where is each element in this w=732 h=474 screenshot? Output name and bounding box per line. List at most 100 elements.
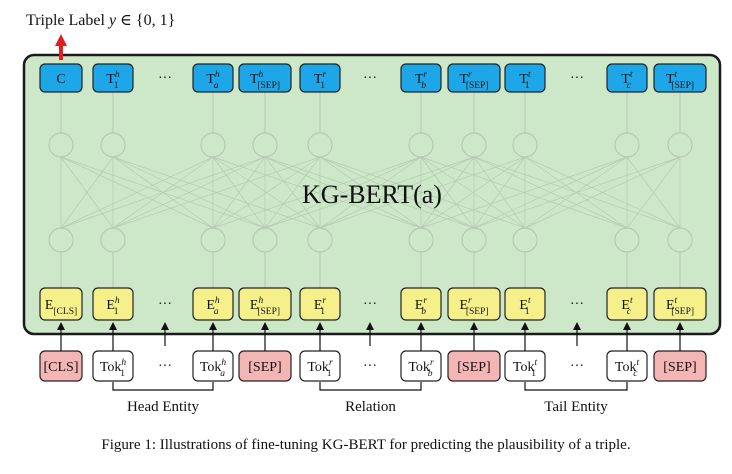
output-token-box <box>447 63 501 93</box>
token-text: Eh 1 <box>106 296 120 317</box>
token-text: E[CLS] <box>45 298 77 317</box>
hidden-node-upper <box>307 132 333 158</box>
input-token: Tokh 1 <box>92 350 134 382</box>
embedding-token: Er [SEP] <box>447 287 501 321</box>
output-token: Tr b <box>400 63 442 93</box>
model-panel <box>22 53 722 336</box>
attention-edge <box>212 156 321 229</box>
output-token-box <box>504 63 546 93</box>
group-bracket <box>319 382 422 391</box>
token-text: Tokh 1 <box>100 358 127 379</box>
attention-edge <box>524 156 681 229</box>
token-text: Tokr 1 <box>307 358 333 379</box>
hidden-node-lower <box>252 227 278 253</box>
token-text: Et c <box>621 296 633 317</box>
attention-edge <box>264 156 321 229</box>
token-text: Tokt c <box>615 358 640 379</box>
input-token: [CLS] <box>39 350 83 382</box>
token-text: Th [SEP] <box>250 70 280 91</box>
hidden-node-lower <box>200 227 226 253</box>
attention-edge <box>420 156 526 229</box>
hidden-node-lower <box>614 227 640 253</box>
hidden-node-upper <box>100 132 126 158</box>
triple-label-set: ∈ {0, 1} <box>116 12 176 29</box>
token-text: Tt 1 <box>519 70 531 91</box>
model-label: KG-BERT(a) <box>302 180 442 209</box>
output-token: Th 1 <box>92 63 134 93</box>
input-ellipsis: ··· <box>158 359 172 374</box>
output-token-box <box>238 63 292 93</box>
output-token: Tr [SEP] <box>447 63 501 93</box>
output-token: C <box>39 63 83 93</box>
group-brackets: Head Entity Relation Tail Entity <box>112 382 628 415</box>
token-text: [SEP] <box>663 360 696 375</box>
token-text: Tokh a <box>200 358 227 379</box>
embedding-token: Er b <box>400 287 442 321</box>
hidden-node-upper <box>408 132 434 158</box>
token-text: [SEP] <box>248 360 281 375</box>
embedding-token: Eh a <box>192 287 234 321</box>
group-bracket <box>524 382 628 391</box>
input-token: [SEP] <box>653 350 707 382</box>
input-token: [SEP] <box>238 350 292 382</box>
hidden-node-upper <box>667 132 693 158</box>
embedding-token-box <box>238 287 292 321</box>
attention-edge <box>473 156 526 229</box>
output-token-box <box>192 63 234 93</box>
token-text: [SEP] <box>457 360 490 375</box>
attention-edge <box>264 156 475 229</box>
token-text: Tr [SEP] <box>459 70 488 91</box>
token-text: Et 1 <box>519 296 531 317</box>
token-text: Eh [SEP] <box>250 296 280 317</box>
hidden-node-lower <box>461 227 487 253</box>
group-label: Relation <box>345 399 396 415</box>
hidden-node-upper <box>512 132 538 158</box>
output-token: Tt c <box>606 63 648 93</box>
embedding-token-box <box>92 287 134 321</box>
output-token: Tt 1 <box>504 63 546 93</box>
input-token-row: [CLS] Tokh 1 ··· Tokh a [SEP] Tokr 1 ··· Tokr b [SEP… <box>39 350 707 382</box>
token-text: Tokt 1 <box>513 358 538 379</box>
attention-edge <box>319 156 475 229</box>
input-token: Tokt 1 <box>504 350 546 382</box>
token-text: Tt c <box>621 70 633 91</box>
embedding-token: E[CLS] <box>39 287 83 321</box>
output-ellipsis: ··· <box>158 71 172 86</box>
triple-label-variable: y <box>108 12 117 29</box>
token-text: Th a <box>206 70 220 91</box>
token-text: [CLS] <box>44 360 79 375</box>
triple-label-prefix: Triple Label <box>26 12 109 29</box>
embedding-ellipsis: ··· <box>158 297 172 312</box>
input-token: Tokh a <box>192 350 234 382</box>
hidden-node-lower <box>307 227 333 253</box>
triple-label: Triple Label y ∈ {0, 1} <box>26 10 175 30</box>
output-ellipsis: ··· <box>570 71 584 86</box>
hidden-node-upper <box>48 132 74 158</box>
attention-edges <box>60 92 681 288</box>
output-token-box <box>299 63 341 93</box>
input-token: Tokr 1 <box>299 350 341 382</box>
hidden-node-upper <box>200 132 226 158</box>
attention-edge <box>60 156 114 229</box>
hidden-node-upper <box>252 132 278 158</box>
hidden-node-upper <box>614 132 640 158</box>
attention-edge <box>473 156 628 229</box>
hidden-node-lower <box>100 227 126 253</box>
embedding-token: Eh 1 <box>92 287 134 321</box>
attention-edge <box>212 156 422 229</box>
attention-edge <box>60 156 266 229</box>
output-token: Th a <box>192 63 234 93</box>
hidden-node-upper <box>461 132 487 158</box>
embedding-token: Er 1 <box>299 287 341 321</box>
output-token: Tr 1 <box>299 63 341 93</box>
token-text: Tt [SEP] <box>666 70 694 91</box>
input-token: Tokr b <box>400 350 442 382</box>
group-bracket <box>112 382 214 391</box>
input-ellipsis: ··· <box>363 359 377 374</box>
embedding-token: Eh [SEP] <box>238 287 292 321</box>
group-label: Tail Entity <box>544 399 608 415</box>
input-arrows <box>57 322 684 351</box>
figure-caption: Figure 1: Illustrations of fine-tuning K… <box>101 437 631 453</box>
hidden-node-lower <box>48 227 74 253</box>
